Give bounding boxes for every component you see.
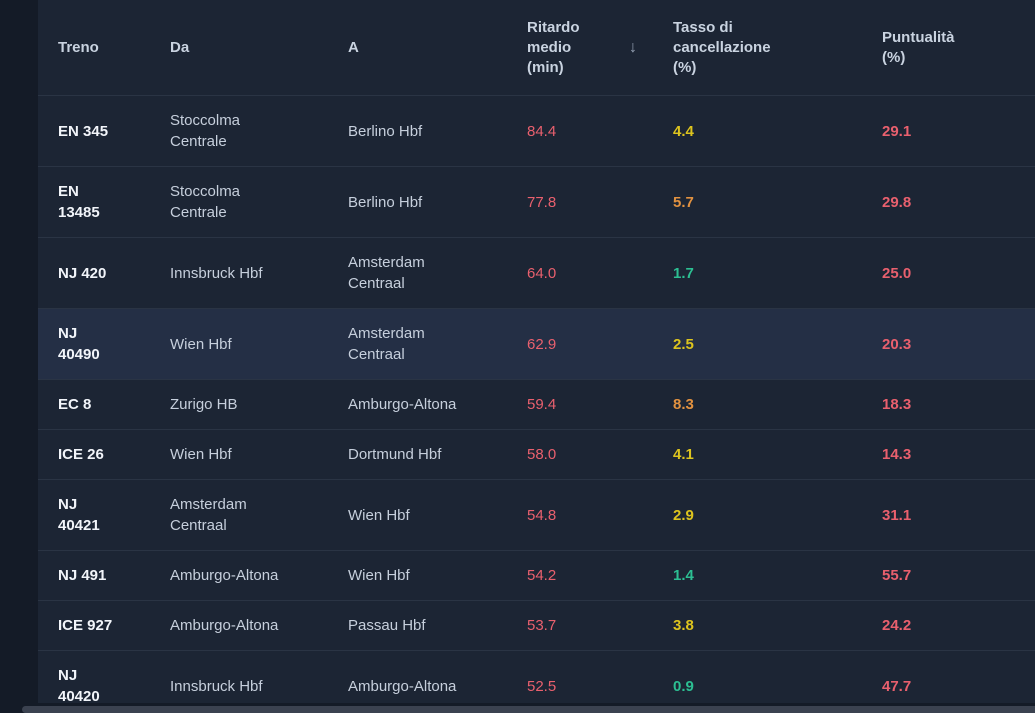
cell-a: Dortmund Hbf	[348, 446, 442, 463]
col-header-treno[interactable]: Treno	[58, 38, 170, 58]
col-header-tasso-label: Tasso di cancellazione (%)	[673, 18, 771, 76]
cell-da: Amsterdam Centraal	[170, 496, 247, 534]
col-header-tasso-cancellazione[interactable]: Tasso di cancellazione (%)	[673, 18, 882, 78]
cell-da: Innsbruck Hbf	[170, 677, 263, 695]
cell-da: Wien Hbf	[170, 446, 232, 463]
cell-puntualita: 55.7	[882, 567, 912, 584]
cell-puntualita: 20.3	[882, 335, 912, 353]
table-row[interactable]: NJ 491 Amburgo-Altona Wien Hbf 54.2 1.4 …	[38, 550, 1035, 600]
cell-tasso-cancellazione: 4.1	[673, 446, 694, 463]
cell-da: Innsbruck Hbf	[170, 264, 263, 282]
cell-treno: NJ 420	[58, 264, 107, 282]
cell-da: Zurigo HB	[170, 396, 238, 413]
col-header-puntualita[interactable]: Puntualità (%)	[882, 28, 1035, 68]
cell-treno: NJ 40421	[58, 496, 100, 534]
cell-tasso-cancellazione: 3.8	[673, 617, 694, 634]
cell-a: Berlino Hbf	[348, 193, 423, 211]
cell-a: Amburgo-Altona	[348, 396, 457, 413]
col-header-da[interactable]: Da	[170, 38, 348, 58]
cell-tasso-cancellazione: 4.4	[673, 122, 694, 140]
cell-tasso-cancellazione: 1.7	[673, 264, 694, 282]
cell-ritardo-medio: 52.5	[527, 677, 557, 695]
cell-puntualita: 29.8	[882, 193, 912, 211]
cell-ritardo-medio: 62.9	[527, 335, 557, 353]
cell-treno: ICE 26	[58, 446, 104, 463]
table-row[interactable]: NJ 40490 Wien Hbf Amsterdam Centraal 62.…	[38, 308, 1035, 379]
cell-treno: ICE 927	[58, 617, 113, 634]
cell-da: Amburgo-Altona	[170, 567, 279, 584]
cell-tasso-cancellazione: 2.9	[673, 506, 694, 524]
cell-ritardo-medio: 84.4	[527, 122, 557, 140]
col-header-ritardo-medio[interactable]: Ritardo medio (min) ↓	[527, 18, 673, 78]
cell-ritardo-medio: 54.2	[527, 567, 557, 584]
table-header-row: Treno Da A Ritardo medio (min) ↓ Tasso d…	[38, 0, 1035, 95]
cell-tasso-cancellazione: 8.3	[673, 396, 694, 413]
table-row[interactable]: EN 345 Stoccolma Centrale Berlino Hbf 84…	[38, 95, 1035, 166]
cell-tasso-cancellazione: 2.5	[673, 335, 694, 353]
cell-treno: NJ 40420	[58, 667, 100, 703]
cell-a: Amsterdam Centraal	[348, 254, 425, 292]
table-row[interactable]: EC 8 Zurigo HB Amburgo-Altona 59.4 8.3 1…	[38, 379, 1035, 429]
cell-da: Amburgo-Altona	[170, 617, 279, 634]
table-row[interactable]: NJ 40420 Innsbruck Hbf Amburgo-Altona 52…	[38, 650, 1035, 703]
col-header-a[interactable]: A	[348, 38, 527, 58]
cell-ritardo-medio: 54.8	[527, 506, 557, 524]
table-row[interactable]: NJ 420 Innsbruck Hbf Amsterdam Centraal …	[38, 237, 1035, 308]
cell-puntualita: 47.7	[882, 677, 912, 695]
cell-a: Amsterdam Centraal	[348, 325, 425, 363]
cell-puntualita: 14.3	[882, 446, 912, 463]
cell-treno: EC 8	[58, 396, 92, 413]
cell-puntualita: 31.1	[882, 506, 912, 524]
train-stats-table: Treno Da A Ritardo medio (min) ↓ Tasso d…	[38, 0, 1035, 703]
cell-da: Stoccolma Centrale	[170, 183, 241, 221]
table-row[interactable]: NJ 40421 Amsterdam Centraal Wien Hbf 54.…	[38, 479, 1035, 550]
cell-tasso-cancellazione: 0.9	[673, 677, 694, 695]
cell-treno: NJ 491	[58, 567, 107, 584]
table-row[interactable]: EN 13485 Stoccolma Centrale Berlino Hbf …	[38, 166, 1035, 237]
cell-ritardo-medio: 59.4	[527, 396, 557, 413]
cell-treno: EN 13485	[58, 183, 100, 221]
horizontal-scrollbar-thumb[interactable]	[22, 706, 1035, 713]
cell-tasso-cancellazione: 5.7	[673, 193, 694, 211]
cell-puntualita: 25.0	[882, 264, 912, 282]
cell-puntualita: 18.3	[882, 396, 912, 413]
cell-a: Amburgo-Altona	[348, 677, 457, 695]
table-row[interactable]: ICE 26 Wien Hbf Dortmund Hbf 58.0 4.1 14…	[38, 429, 1035, 479]
table-body: EN 345 Stoccolma Centrale Berlino Hbf 84…	[38, 95, 1035, 703]
col-header-treno-label: Treno	[58, 38, 99, 56]
col-header-a-label: A	[348, 38, 359, 56]
cell-a: Wien Hbf	[348, 567, 410, 584]
cell-a: Passau Hbf	[348, 617, 426, 634]
cell-treno: EN 345	[58, 122, 109, 140]
col-header-da-label: Da	[170, 38, 190, 56]
cell-ritardo-medio: 53.7	[527, 617, 557, 634]
cell-puntualita: 24.2	[882, 617, 912, 634]
cell-ritardo-medio: 64.0	[527, 264, 557, 282]
cell-a: Wien Hbf	[348, 506, 410, 524]
col-header-ritardo-label: Ritardo medio (min)	[527, 18, 580, 76]
cell-tasso-cancellazione: 1.4	[673, 567, 694, 584]
cell-puntualita: 29.1	[882, 122, 912, 140]
sort-descending-icon: ↓	[629, 38, 637, 56]
cell-ritardo-medio: 58.0	[527, 446, 557, 463]
table-row[interactable]: ICE 927 Amburgo-Altona Passau Hbf 53.7 3…	[38, 600, 1035, 650]
cell-ritardo-medio: 77.8	[527, 193, 557, 211]
cell-da: Stoccolma Centrale	[170, 112, 241, 150]
col-header-puntualita-label: Puntualità (%)	[882, 28, 955, 66]
cell-da: Wien Hbf	[170, 335, 232, 353]
cell-a: Berlino Hbf	[348, 122, 423, 140]
cell-treno: NJ 40490	[58, 325, 100, 363]
